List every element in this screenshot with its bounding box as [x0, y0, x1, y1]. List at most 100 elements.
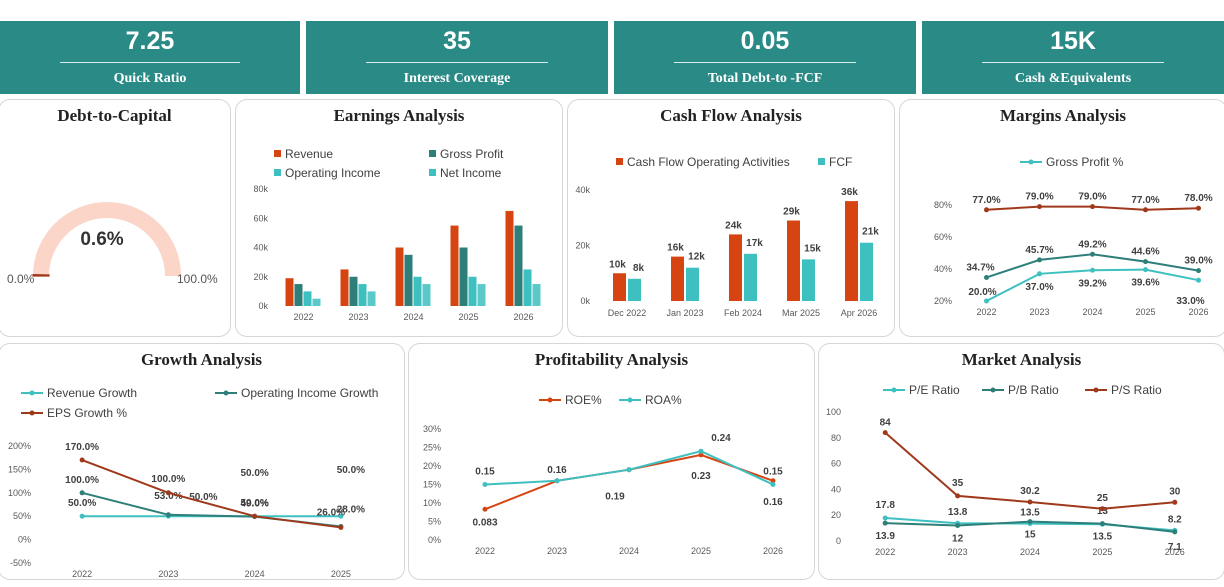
data-label: 21k — [862, 227, 879, 238]
y-tick-label: 40k — [575, 185, 590, 195]
data-point — [984, 298, 989, 304]
legend-swatch-marker — [547, 397, 553, 403]
kpi-divider — [366, 62, 548, 63]
data-point — [984, 274, 989, 280]
legend-label: FCF — [829, 155, 852, 169]
data-label: 24k — [725, 220, 742, 231]
data-label: 12 — [952, 534, 964, 545]
data-point — [882, 430, 888, 436]
chart-title: Growth Analysis — [140, 350, 263, 369]
legend-swatch-marker — [29, 410, 35, 416]
bar — [802, 259, 815, 301]
data-label: 39.2% — [1078, 278, 1106, 289]
legend-label: Gross Profit % — [1046, 155, 1124, 169]
chart-title: Margins Analysis — [999, 106, 1127, 125]
y-tick-label: 0 — [836, 536, 841, 546]
legend-label: Cash Flow Operating Activities — [627, 155, 790, 169]
data-label: 28.0% — [337, 504, 365, 515]
x-tick-label: 2026 — [1165, 547, 1185, 557]
data-point — [165, 512, 171, 518]
legend-label: P/E Ratio — [909, 383, 960, 397]
data-point — [1090, 251, 1095, 257]
gauge-track — [33, 202, 181, 277]
y-tick-label: -50% — [10, 558, 31, 568]
x-tick-label: 2022 — [72, 569, 92, 579]
data-label: 8k — [633, 263, 645, 274]
data-label: 34.7% — [966, 262, 994, 273]
data-label: 45.7% — [1025, 245, 1053, 256]
kpi-card-interest-coverage: 35 Interest Coverage — [306, 21, 608, 94]
x-tick-label: Mar 2025 — [782, 308, 820, 318]
kpi-value: 35 — [443, 27, 471, 55]
data-point — [1196, 277, 1201, 283]
data-point — [252, 513, 258, 519]
data-point — [1037, 257, 1042, 263]
bar — [613, 273, 626, 301]
legend-swatch-marker — [1093, 387, 1099, 393]
profitability-chart: 0% 5% 10% 15% 20% 25% 30% 2022 2023 2024 2025 2026 0… — [423, 393, 783, 556]
data-label: 8.2 — [1168, 514, 1182, 525]
data-point — [1027, 499, 1033, 505]
legend-swatch — [429, 169, 436, 176]
data-label: 50.0% — [240, 468, 268, 479]
panel-cash-flow-analysis: Cash Flow Analysis Cash Flow Operating A… — [567, 99, 895, 337]
legend-swatch — [429, 150, 436, 157]
y-tick-label: 40% — [934, 264, 952, 274]
bar — [845, 201, 858, 301]
data-label: 77.0% — [972, 195, 1000, 206]
y-tick-label: 0k — [258, 301, 268, 311]
bar — [860, 242, 873, 301]
gauge-max-label: 100.0% — [177, 272, 218, 286]
kpi-divider — [674, 62, 856, 63]
bar — [312, 298, 321, 306]
data-label: 0.16 — [763, 497, 783, 508]
data-point — [698, 448, 704, 454]
series-line — [884, 431, 1175, 510]
data-point — [1090, 267, 1095, 273]
data-point — [1172, 499, 1178, 505]
x-tick-label: 2026 — [763, 546, 783, 556]
data-label: 0.16 — [547, 465, 567, 476]
data-label: 0.15 — [763, 467, 783, 478]
bar — [505, 210, 514, 306]
chart-title: Earnings Analysis — [333, 106, 465, 125]
legend-label: Operating Income Growth — [241, 386, 378, 400]
y-tick-label: 50% — [13, 511, 31, 521]
data-label: 50.0% — [337, 465, 365, 476]
chart-title: Market Analysis — [961, 350, 1082, 369]
data-label: 170.0% — [65, 442, 99, 453]
data-point — [1143, 207, 1148, 213]
y-tick-label: 100% — [8, 488, 31, 498]
data-point — [1196, 205, 1201, 211]
x-tick-label: 2022 — [875, 547, 895, 557]
x-tick-label: 2025 — [691, 546, 711, 556]
bar — [404, 254, 413, 306]
margins-chart: 20% 40% 60% 80% 2022 2023 2024 2025 2026 20.0% 37.… — [934, 155, 1213, 317]
y-tick-label: 40 — [831, 484, 841, 494]
x-tick-label: 2023 — [348, 312, 368, 322]
data-point — [1090, 204, 1095, 210]
bar — [367, 291, 376, 306]
x-tick-label: Apr 2026 — [841, 308, 878, 318]
bar — [628, 278, 641, 301]
bar — [395, 247, 404, 306]
kpi-value: 15K — [1050, 27, 1096, 55]
data-label: 77.0% — [1131, 195, 1159, 206]
data-label: 30.2 — [1020, 486, 1040, 497]
legend-swatch-marker — [891, 387, 897, 393]
data-point — [882, 515, 888, 521]
y-tick-label: 80 — [831, 433, 841, 443]
kpi-label: Quick Ratio — [113, 71, 187, 86]
legend-label: Net Income — [440, 166, 502, 180]
x-tick-label: 2024 — [619, 546, 639, 556]
data-label: 10k — [609, 259, 626, 270]
data-label: 25 — [1097, 493, 1109, 504]
x-tick-label: 2024 — [1082, 307, 1102, 317]
x-tick-label: Feb 2024 — [724, 308, 762, 318]
y-tick-label: 100 — [826, 407, 841, 417]
data-point — [770, 478, 776, 484]
data-label: 16k — [667, 243, 684, 254]
gauge-value-arc — [32, 273, 50, 277]
chart-title: Cash Flow Analysis — [660, 106, 802, 125]
kpi-value: 0.05 — [740, 27, 790, 55]
